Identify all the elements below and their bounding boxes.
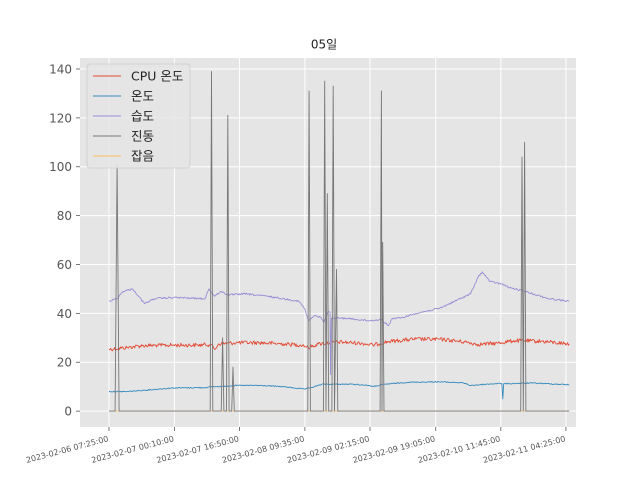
legend-box	[86, 63, 191, 169]
y-tick-label: 60	[57, 258, 72, 272]
y-tick-label: 100	[49, 160, 72, 174]
legend-label: 잡음	[131, 149, 154, 164]
legend-label: 진동	[131, 129, 154, 144]
y-tick-label: 140	[49, 62, 72, 76]
y-tick-label: 40	[57, 307, 72, 321]
series-line-0	[108, 336, 570, 352]
y-tick-label: 0	[64, 405, 72, 419]
chart-title: 05일	[311, 38, 337, 52]
legend-label: CPU 온도	[131, 69, 183, 84]
series-line-2	[108, 271, 570, 375]
series-line-1	[108, 380, 570, 400]
series-lines	[108, 70, 570, 412]
series-line-3	[109, 70, 570, 412]
legend-label: 온도	[131, 89, 154, 104]
y-tick-label: 120	[49, 111, 72, 125]
y-tick-label: 20	[57, 356, 72, 370]
legend-label: 습도	[131, 109, 154, 124]
y-tick-label: 80	[57, 209, 72, 223]
